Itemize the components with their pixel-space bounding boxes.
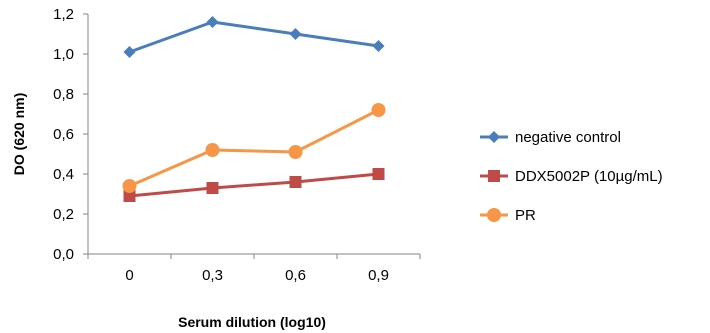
y-tick-label: 0,6 [53, 126, 74, 143]
legend-label: DDX5002P (10µg/mL) [515, 168, 663, 185]
series-line [128, 108, 380, 188]
series-1 [123, 16, 385, 58]
data-point [206, 182, 219, 194]
data-point [371, 103, 386, 117]
series-2 [123, 168, 385, 202]
series-layer [122, 16, 386, 202]
y-tick-label: 0,4 [53, 166, 74, 183]
legend-marker [488, 170, 500, 182]
legend-item: DDX5002P (10µg/mL) [480, 168, 663, 185]
chart-legend: negative control DDX5002P (10µg/mL) PR [480, 129, 663, 224]
x-axis-title: Serum dilution (log10) [178, 314, 326, 330]
x-tick-label: 0 [125, 267, 133, 284]
y-tick-label: 0,8 [53, 86, 74, 103]
y-tick-label: 1,2 [53, 6, 74, 23]
x-axis-ticks: 0 0,3 0,6 0,9 [87, 254, 421, 284]
y-tick-label: 1,0 [53, 46, 74, 63]
data-point [288, 145, 303, 159]
data-point [206, 16, 219, 28]
series-line [128, 20, 379, 54]
y-tick-label: 0,2 [53, 206, 74, 223]
series-3 [122, 103, 386, 193]
data-point [122, 179, 137, 193]
data-point [123, 46, 136, 58]
legend-item: PR [480, 207, 536, 224]
legend-marker [487, 208, 501, 222]
data-point [123, 190, 136, 202]
y-axis-ticks: 0,0 0,2 0,4 0,6 0,8 1,0 1,2 [53, 6, 88, 263]
x-tick-label: 0,3 [202, 267, 223, 284]
data-point [289, 176, 302, 188]
data-point [205, 143, 220, 157]
legend-label: PR [515, 207, 536, 224]
x-tick-label: 0,6 [285, 267, 306, 284]
legend-marker [488, 131, 500, 143]
y-tick-label: 0,0 [53, 246, 74, 263]
data-point [289, 28, 302, 40]
x-tick-label: 0,9 [368, 267, 389, 284]
data-point [372, 168, 385, 180]
data-point [372, 40, 385, 52]
series-line [129, 172, 379, 198]
legend-item: negative control [480, 129, 621, 146]
y-axis-title: DO (620 nm) [11, 93, 27, 175]
legend-label: negative control [515, 129, 621, 146]
